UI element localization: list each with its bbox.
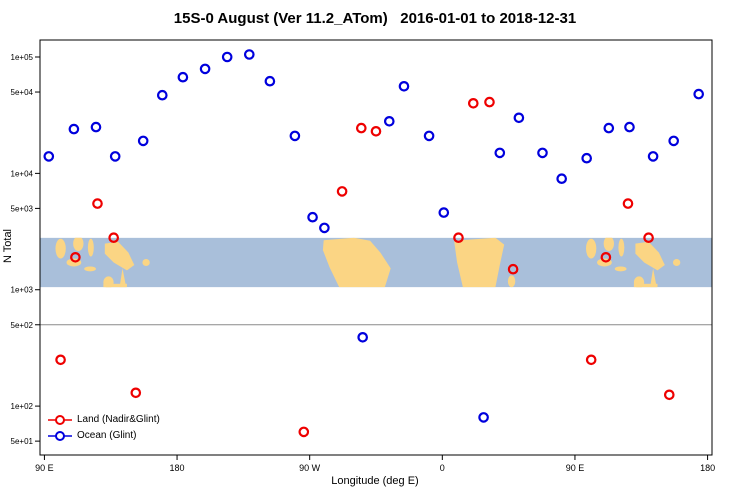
y-tick-label: 5e+01 xyxy=(11,437,34,446)
point-ocean xyxy=(478,412,489,423)
land-marker-icon xyxy=(48,413,72,425)
point-land xyxy=(663,389,675,401)
y-tick-label: 1e+05 xyxy=(11,53,34,62)
point-land xyxy=(622,198,634,209)
map-land-shape xyxy=(603,237,614,252)
map-land-shape xyxy=(104,241,135,271)
point-land xyxy=(467,98,479,109)
point-ocean xyxy=(693,88,704,100)
point-ocean xyxy=(244,49,255,60)
point-land xyxy=(70,251,81,263)
point-ocean xyxy=(647,151,659,162)
point-land xyxy=(370,126,382,137)
x-tick-label: 180 xyxy=(170,463,185,473)
map-land-shape xyxy=(84,266,96,272)
point-ocean xyxy=(513,112,525,124)
point-land xyxy=(336,186,348,197)
point-ocean xyxy=(90,121,102,133)
point-ocean xyxy=(357,331,368,343)
point-ocean xyxy=(109,151,121,162)
point-land xyxy=(108,232,119,243)
point-ocean xyxy=(157,89,168,101)
point-ocean xyxy=(494,147,506,159)
point-land xyxy=(643,232,654,243)
point-ocean xyxy=(423,130,435,142)
legend-label-ocean: Ocean (Glint) xyxy=(77,429,137,441)
point-ocean xyxy=(43,151,55,162)
y-tick-label: 5e+04 xyxy=(11,88,34,97)
point-ocean xyxy=(383,116,395,127)
point-land xyxy=(355,122,367,134)
map-land-shape xyxy=(73,237,84,252)
map-land-shape xyxy=(119,268,127,288)
point-ocean xyxy=(624,121,635,133)
point-ocean xyxy=(581,152,592,164)
y-tick-label: 5e+03 xyxy=(11,204,34,213)
point-land xyxy=(585,354,597,366)
point-land xyxy=(92,198,103,209)
map-land-shape xyxy=(633,283,658,288)
legend-label-land: Land (Nadir&Glint) xyxy=(77,413,160,425)
x-tick-label: 90 W xyxy=(299,463,321,473)
point-ocean xyxy=(221,51,233,63)
legend-item-land: Land (Nadir&Glint) xyxy=(48,411,160,427)
chart-title: 15S-0 August (Ver 11.2_ATom) 2016-01-01 … xyxy=(173,10,577,27)
point-ocean xyxy=(307,211,318,223)
map-land-shape xyxy=(507,275,516,288)
point-ocean xyxy=(319,222,330,234)
x-tick-label: 0 xyxy=(440,463,445,473)
plot-box xyxy=(39,39,713,456)
ocean-marker-icon xyxy=(48,429,72,441)
point-ocean xyxy=(556,173,567,184)
map-land-shape xyxy=(672,259,681,266)
point-land xyxy=(600,251,612,263)
map-land-shape xyxy=(322,237,391,288)
y-tick-label: 5e+02 xyxy=(11,321,34,330)
map-band xyxy=(40,237,712,288)
point-ocean xyxy=(537,147,548,159)
point-ocean xyxy=(68,123,80,135)
point-land xyxy=(453,232,464,243)
x-axis-label: Longitude (deg E) xyxy=(331,475,419,487)
x-tick-label: 90 E xyxy=(35,463,54,473)
point-land xyxy=(507,263,519,275)
point-ocean xyxy=(137,135,149,147)
map-land-shape xyxy=(87,238,94,257)
point-ocean xyxy=(603,122,615,134)
map-land-shape xyxy=(586,238,597,259)
x-tick-label: 180 xyxy=(700,463,715,473)
map-land-shape xyxy=(614,266,627,272)
point-ocean xyxy=(289,130,301,142)
point-land xyxy=(298,426,310,438)
x-tick-label: 90 E xyxy=(566,463,585,473)
map-land-shape xyxy=(103,283,127,288)
point-land xyxy=(55,354,66,366)
point-ocean xyxy=(438,207,450,218)
point-land xyxy=(484,96,495,108)
point-ocean xyxy=(398,81,410,92)
y-tick-label: 1e+02 xyxy=(11,402,34,411)
point-ocean xyxy=(264,75,276,87)
point-ocean xyxy=(199,63,211,75)
point-ocean xyxy=(177,71,189,83)
y-tick-label: 1e+03 xyxy=(11,286,34,295)
map-land-shape xyxy=(635,241,665,271)
legend: Land (Nadir&Glint) Ocean (Glint) xyxy=(48,411,160,443)
point-ocean xyxy=(668,135,679,147)
map-land-shape xyxy=(650,268,657,288)
point-land xyxy=(130,387,142,399)
y-tick-label: 1e+04 xyxy=(11,169,34,178)
map-land-shape xyxy=(454,237,505,288)
map-land-shape xyxy=(618,238,625,257)
legend-item-ocean: Ocean (Glint) xyxy=(48,427,160,443)
map-land-shape xyxy=(142,259,150,266)
map-land-shape xyxy=(55,238,66,259)
